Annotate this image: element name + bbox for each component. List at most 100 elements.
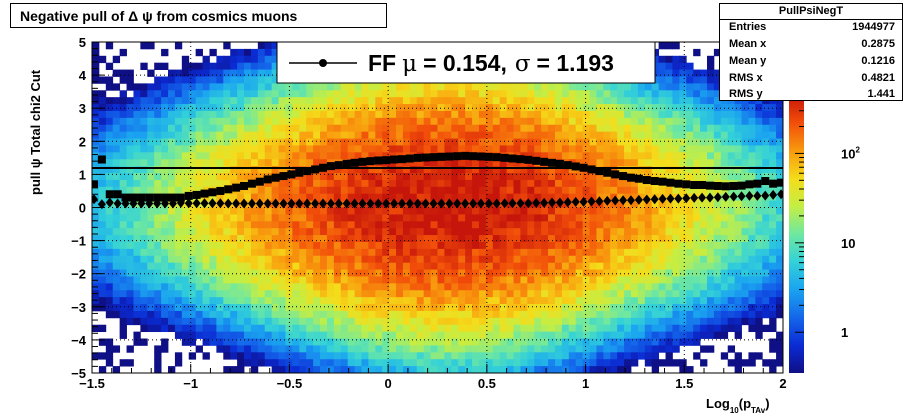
heatmap-cell	[665, 221, 673, 229]
heatmap-cell	[472, 235, 480, 243]
heatmap-cell	[776, 304, 783, 312]
heatmap-cell	[230, 55, 238, 64]
heatmap-cell	[548, 338, 556, 346]
heatmap-cell	[617, 145, 625, 153]
heatmap-cell	[181, 248, 190, 257]
heatmap-cell	[706, 214, 715, 222]
heatmap-cell	[354, 269, 362, 277]
heatmap-cell	[382, 352, 390, 360]
heatmap-cell	[776, 110, 783, 119]
heatmap-cell	[472, 324, 480, 333]
heatmap-cell	[409, 228, 418, 236]
heatmap-cell	[630, 186, 639, 195]
heatmap-cell	[216, 166, 224, 174]
heatmap-cell	[326, 248, 335, 257]
heatmap-cell	[133, 83, 141, 91]
diamond-marker	[634, 194, 643, 205]
heatmap-cell	[313, 276, 321, 284]
heatmap-cell	[603, 366, 611, 373]
heatmap-cell	[382, 269, 390, 277]
heatmap-cell	[209, 304, 217, 312]
heatmap-cell	[92, 248, 100, 257]
heatmap-cell	[465, 317, 473, 326]
heatmap-cell	[154, 297, 162, 305]
heatmap-cell	[416, 276, 425, 284]
heatmap-cell	[112, 138, 121, 146]
heatmap-cell	[499, 83, 507, 91]
heatmap-cell	[299, 152, 307, 160]
heatmap-cell	[174, 221, 183, 229]
heatmap-cell	[402, 310, 411, 319]
heatmap-cell	[617, 331, 625, 339]
diamond-marker	[563, 197, 572, 208]
heatmap-cell	[458, 241, 466, 250]
heatmap-cell	[223, 290, 231, 298]
heatmap-cell	[347, 331, 355, 339]
heatmap-cell	[285, 331, 293, 339]
heatmap-cell	[458, 276, 466, 284]
heatmap-cell	[416, 331, 425, 339]
heatmap-cell	[727, 269, 736, 277]
heatmap-cell	[596, 359, 604, 367]
heatmap-cell	[396, 366, 404, 373]
heatmap-cell	[333, 366, 342, 373]
heatmap-cell	[644, 110, 653, 119]
heatmap-cell	[582, 97, 590, 105]
heatmap-cell	[748, 173, 756, 181]
heatmap-cell	[437, 145, 445, 153]
heatmap-cell	[651, 317, 660, 326]
heatmap-cell	[706, 248, 715, 257]
heatmap-cell	[617, 324, 625, 333]
diamond-marker	[429, 198, 438, 209]
heatmap-cell	[347, 117, 355, 126]
heatmap-cell	[396, 166, 404, 174]
heatmap-cell	[271, 207, 279, 215]
heatmap-cell	[92, 69, 100, 77]
heatmap-cell	[112, 179, 121, 188]
heatmap-cell	[624, 159, 632, 167]
heatmap-cell	[548, 166, 556, 174]
heatmap-cell	[624, 214, 632, 222]
diamond-marker	[698, 192, 707, 203]
heatmap-cell	[320, 83, 328, 91]
heatmap-cell	[209, 117, 217, 126]
heatmap-cell	[126, 214, 134, 222]
heatmap-cell	[644, 221, 653, 229]
heatmap-cell	[527, 90, 535, 98]
heatmap-cell	[216, 117, 224, 126]
heatmap-cell	[147, 42, 155, 50]
heatmap-cell	[734, 317, 742, 326]
heatmap-cell	[520, 345, 528, 353]
heatmap-cell	[361, 138, 369, 146]
heatmap-cell	[610, 310, 618, 319]
heatmap-cell	[271, 248, 279, 257]
heatmap-cell	[693, 276, 701, 284]
heatmap-cell	[154, 235, 162, 243]
heatmap-cell	[375, 345, 383, 353]
heatmap-cell	[672, 83, 680, 91]
heatmap-cell	[610, 269, 618, 277]
heatmap-cell	[527, 324, 535, 333]
heatmap-cell	[769, 283, 777, 291]
heatmap-cell	[320, 304, 328, 312]
heatmap-cell	[278, 179, 286, 188]
heatmap-cell	[755, 145, 763, 153]
heatmap-cell	[250, 193, 259, 202]
heatmap-cell	[478, 117, 487, 126]
heatmap-cell	[513, 310, 521, 319]
heatmap-cell	[568, 131, 577, 139]
heatmap-cell	[506, 228, 514, 236]
heatmap-cell	[340, 324, 349, 333]
heatmap-cell	[250, 104, 259, 112]
heatmap-cell	[161, 166, 169, 174]
heatmap-cell	[713, 248, 722, 257]
heatmap-cell	[748, 214, 756, 222]
heatmap-cell	[472, 117, 480, 126]
heatmap-cell	[686, 152, 694, 160]
heatmap-cell	[195, 207, 203, 215]
heatmap-cell	[326, 145, 335, 153]
heatmap-cell	[285, 304, 293, 312]
heatmap-cell	[105, 138, 114, 146]
heatmap-cell	[506, 269, 514, 277]
heatmap-cell	[513, 214, 521, 222]
